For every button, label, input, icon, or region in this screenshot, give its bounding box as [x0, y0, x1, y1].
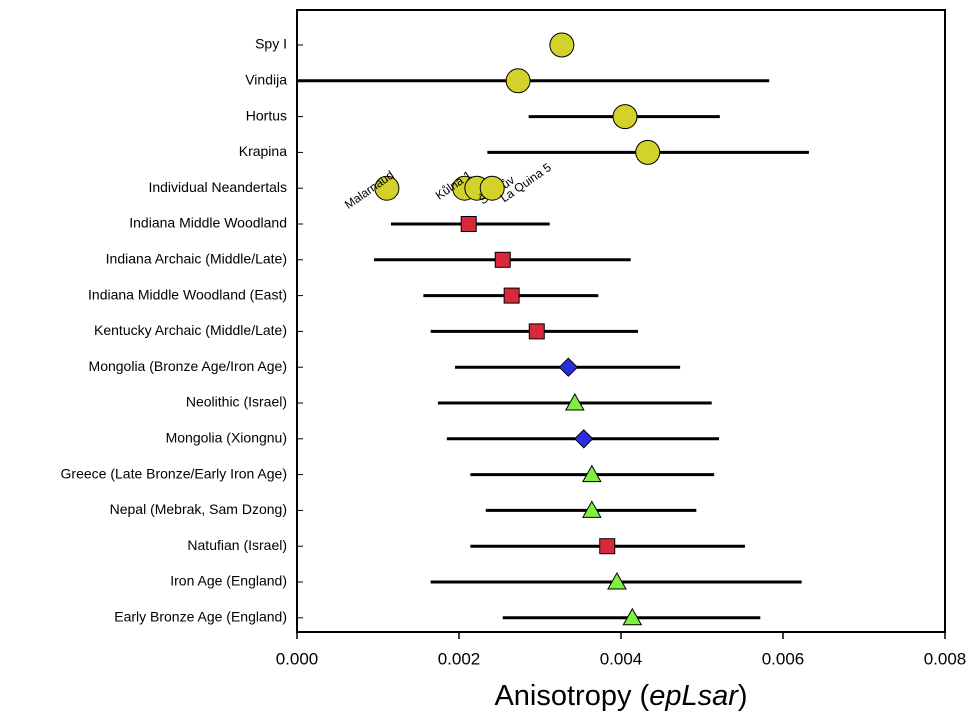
point: [612, 104, 638, 130]
y-tick-label: Individual Neandertals: [148, 179, 287, 195]
y-tick-label: Nepal (Mebrak, Sam Dzong): [110, 501, 287, 517]
point: [374, 175, 400, 201]
y-tick-label: Natufian (Israel): [187, 537, 287, 553]
x-label-part: ): [738, 680, 748, 712]
x-tick-label: 0.002: [438, 649, 481, 668]
point: [494, 251, 511, 268]
y-tick-label: Indiana Middle Woodland: [129, 215, 287, 231]
point: [581, 500, 602, 518]
x-tick-label: 0.000: [276, 649, 319, 668]
x-tick-label: 0.008: [924, 649, 967, 668]
point: [503, 287, 520, 304]
point: [581, 464, 602, 483]
plot-frame: [296, 9, 946, 633]
y-tick-label: Krapina: [239, 143, 287, 159]
point: [505, 68, 531, 94]
point: [599, 538, 616, 555]
point: [479, 175, 505, 201]
y-tick-label: Kentucky Archaic (Middle/Late): [94, 322, 287, 338]
x-tick-label: 0.006: [762, 649, 805, 668]
y-tick-label: Mongolia (Xiongnu): [166, 430, 287, 446]
y-tick-label: Early Bronze Age (England): [114, 609, 287, 625]
y-tick-label: Indiana Archaic (Middle/Late): [106, 251, 287, 267]
point: [549, 32, 575, 58]
y-tick-label: Vindija: [245, 72, 287, 88]
y-tick-label: Indiana Middle Woodland (East): [88, 286, 287, 302]
point: [460, 216, 477, 232]
point: [574, 429, 594, 449]
x-label-part: Anisotropy (: [494, 680, 649, 712]
point: [564, 392, 585, 411]
y-tick-label: Greece (Late Bronze/Early Iron Age): [61, 465, 287, 481]
point: [622, 607, 643, 626]
y-tick-label: Iron Age (England): [170, 573, 287, 589]
y-tick-label: Neolithic (Israel): [186, 394, 287, 410]
y-tick-label: Hortus: [246, 107, 287, 123]
x-label-part: epLsar: [649, 680, 739, 712]
point: [607, 571, 627, 590]
x-axis-label: Anisotropy (epLsar): [494, 680, 747, 712]
point: [558, 357, 579, 377]
y-tick-label: Spy I: [255, 36, 287, 52]
x-tick-label: 0.004: [600, 649, 643, 668]
point: [635, 139, 661, 165]
y-tick-label: Mongolia (Bronze Age/Iron Age): [89, 358, 287, 374]
point: [528, 323, 545, 340]
